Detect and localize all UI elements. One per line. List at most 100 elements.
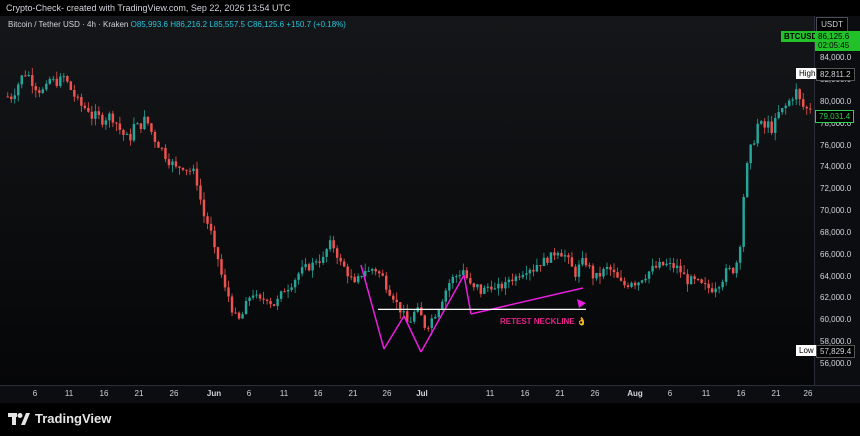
- candle: [465, 266, 469, 280]
- candle-body: [661, 261, 665, 266]
- candle: [209, 216, 213, 235]
- candle-body: [20, 75, 23, 85]
- candle: [574, 264, 577, 281]
- candle: [262, 291, 265, 305]
- candle: [616, 267, 619, 278]
- time-axis[interactable]: [0, 385, 860, 403]
- candle-body: [136, 123, 139, 125]
- time-axis-label: 21: [555, 389, 565, 398]
- candle-body: [101, 114, 104, 125]
- candle: [255, 289, 258, 299]
- candle: [802, 93, 805, 111]
- candle-body: [542, 257, 546, 267]
- candle: [101, 112, 104, 128]
- time-axis-label: 26: [169, 389, 179, 398]
- candle-body: [167, 159, 171, 166]
- candle-body: [462, 270, 465, 276]
- candle-body: [384, 275, 388, 290]
- candle: [700, 278, 703, 284]
- candle-body: [437, 309, 441, 317]
- candle: [62, 73, 66, 83]
- candle: [809, 103, 812, 114]
- candle: [770, 115, 773, 136]
- symbol-name[interactable]: Bitcoin / Tether USD · 4h · Kraken: [8, 20, 129, 29]
- candle: [406, 304, 409, 323]
- candle-body: [756, 123, 759, 144]
- candle-body: [682, 272, 686, 275]
- candle: [188, 167, 192, 176]
- candle-body: [192, 168, 195, 171]
- candle-body: [216, 247, 220, 260]
- candle: [549, 252, 553, 264]
- high-value: 82,811.2: [816, 68, 855, 81]
- candle: [52, 76, 55, 82]
- candle: [479, 284, 483, 298]
- candle-body: [802, 99, 805, 107]
- ticker-tag: BTCUSDT: [781, 31, 826, 42]
- candle: [728, 265, 731, 271]
- candlestick-chart[interactable]: [0, 16, 814, 385]
- candle: [157, 140, 160, 148]
- candle: [325, 248, 328, 263]
- candle: [146, 116, 150, 126]
- current-price-tag: 86,125.6: [815, 31, 860, 42]
- candle-body: [763, 121, 766, 128]
- candle: [115, 121, 118, 132]
- candle-body: [367, 270, 370, 272]
- candle: [251, 289, 255, 300]
- candle: [202, 192, 206, 224]
- candle-body: [118, 123, 122, 130]
- candle: [66, 75, 69, 84]
- candle: [598, 266, 602, 285]
- candle-body: [24, 75, 27, 77]
- candle: [448, 279, 451, 298]
- candle-body: [41, 89, 45, 93]
- candle-body: [721, 281, 724, 288]
- candle: [584, 252, 588, 268]
- candle: [94, 104, 97, 126]
- candle-body: [476, 284, 479, 288]
- candle-body: [556, 253, 560, 256]
- candle: [399, 302, 402, 319]
- candle: [73, 84, 76, 102]
- time-axis-label: 21: [348, 389, 358, 398]
- time-axis-label: 11: [701, 389, 711, 398]
- candle: [795, 83, 798, 106]
- candle: [192, 164, 195, 175]
- candle: [556, 251, 560, 260]
- candle: [139, 123, 143, 134]
- candle-body: [630, 282, 633, 287]
- candle: [528, 268, 532, 281]
- candle: [335, 245, 339, 265]
- candle-body: [651, 265, 654, 272]
- candle-body: [307, 264, 311, 271]
- candle-body: [738, 246, 742, 263]
- price-axis-label: 68,000.0: [820, 227, 852, 237]
- price-axis-label: 56,000.0: [820, 358, 852, 368]
- time-axis-label: 11: [64, 389, 74, 398]
- candle-body: [150, 123, 153, 133]
- tradingview-logo[interactable]: TradingView: [8, 411, 111, 426]
- candle: [328, 235, 332, 252]
- candle-body: [220, 259, 223, 275]
- ohlc-open: O85,993.6: [130, 20, 168, 29]
- candle-body: [360, 275, 363, 277]
- time-axis-label: 16: [736, 389, 746, 398]
- time-axis-label: Jul: [416, 389, 428, 398]
- candle: [710, 282, 714, 294]
- candle: [682, 264, 686, 275]
- time-axis-label: 11: [485, 389, 495, 398]
- candle: [588, 262, 591, 269]
- candle: [752, 140, 756, 146]
- candle: [69, 80, 73, 91]
- candle: [658, 257, 661, 270]
- candle-body: [766, 121, 770, 128]
- time-axis-label: 16: [99, 389, 109, 398]
- candle-body: [328, 240, 332, 250]
- candle-body: [69, 81, 73, 90]
- candle-body: [420, 307, 423, 316]
- candle: [248, 296, 251, 307]
- candle-body: [528, 269, 532, 274]
- candle-body: [223, 274, 227, 288]
- candle-body: [139, 123, 143, 130]
